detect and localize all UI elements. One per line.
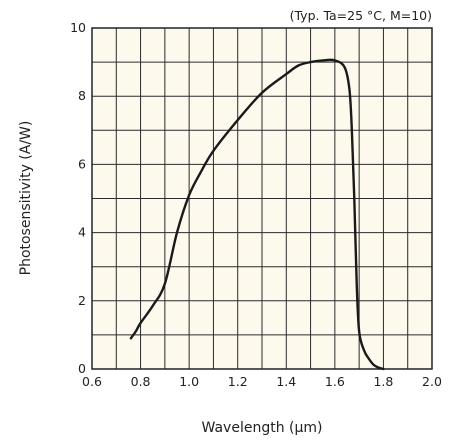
plot-frame [91, 27, 433, 370]
y-tick-label: 2 [78, 293, 86, 308]
x-tick-label: 0.6 [82, 374, 102, 389]
x-tick-label: 1.2 [228, 374, 248, 389]
y-tick-label: 6 [78, 156, 86, 171]
x-tick-label: 2.0 [422, 374, 442, 389]
conditions-note: (Typ. Ta=25 °C, M=10) [290, 8, 432, 23]
x-tick-label: 1.6 [325, 374, 345, 389]
x-tick-label: 1.0 [179, 374, 199, 389]
x-tick-labels: 0.6 0.8 1.0 1.2 1.4 1.6 1.8 2.0 [82, 374, 442, 389]
photosensitivity-curve [129, 58, 385, 371]
x-tick-label: 0.8 [131, 374, 151, 389]
x-axis-title: Wavelength (μm) [202, 420, 323, 436]
y-tick-label: 8 [78, 88, 86, 103]
grid [92, 28, 432, 369]
y-axis-title: Photosensitivity (A/W) [18, 121, 34, 276]
y-tick-label: 4 [78, 225, 86, 240]
y-tick-label: 0 [78, 361, 86, 376]
x-tick-label: 1.8 [373, 374, 393, 389]
x-tick-label: 1.4 [276, 374, 296, 389]
y-tick-label: 10 [70, 20, 86, 35]
y-tick-labels: 0 2 4 6 8 10 [70, 20, 86, 376]
